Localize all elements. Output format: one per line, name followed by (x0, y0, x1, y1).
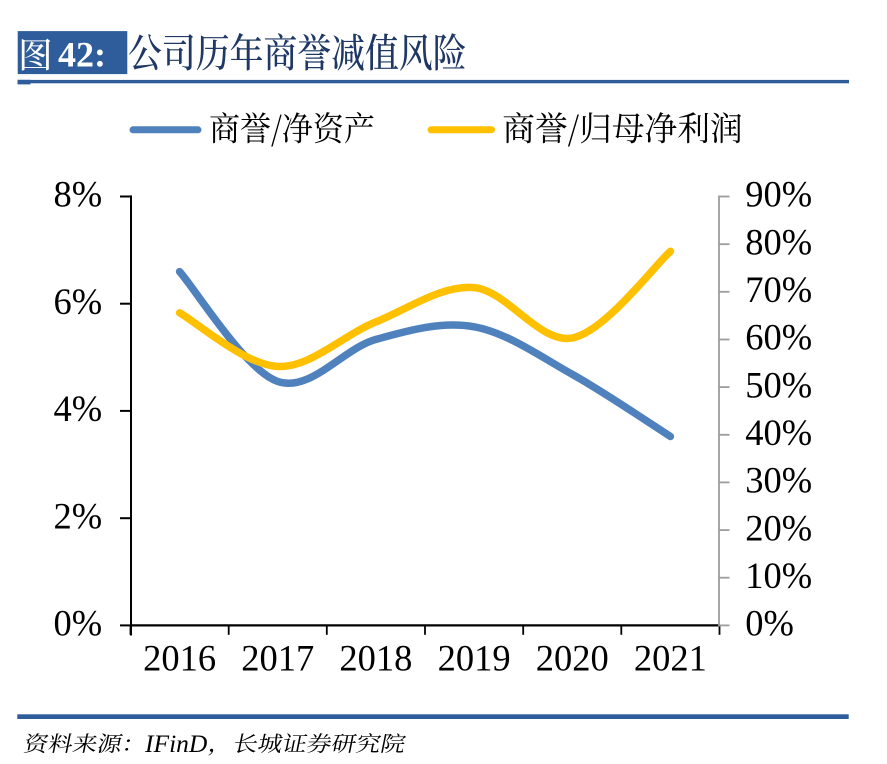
svg-text:20%: 20% (745, 507, 812, 548)
svg-text:6%: 6% (54, 281, 103, 322)
svg-text:60%: 60% (745, 317, 812, 358)
svg-text:IFinD: IFinD (144, 729, 208, 758)
svg-text:50%: 50% (745, 364, 812, 405)
svg-text:0%: 0% (745, 603, 794, 644)
svg-text:2016: 2016 (143, 638, 216, 679)
svg-text:42:: 42: (58, 34, 106, 74)
svg-text:80%: 80% (745, 221, 812, 262)
svg-text:30%: 30% (745, 460, 812, 501)
svg-text:10%: 10% (745, 555, 812, 596)
svg-text:2021: 2021 (634, 638, 707, 679)
svg-text:2017: 2017 (241, 638, 314, 679)
svg-text:2020: 2020 (536, 638, 609, 679)
svg-text:2019: 2019 (438, 638, 511, 679)
svg-text:40%: 40% (745, 412, 812, 453)
svg-text:2%: 2% (54, 495, 103, 536)
svg-text:4%: 4% (54, 388, 103, 429)
svg-text:8%: 8% (54, 174, 103, 215)
svg-text:0%: 0% (54, 603, 103, 644)
svg-text:2018: 2018 (339, 638, 412, 679)
svg-text:90%: 90% (745, 174, 812, 215)
svg-text:70%: 70% (745, 269, 812, 310)
